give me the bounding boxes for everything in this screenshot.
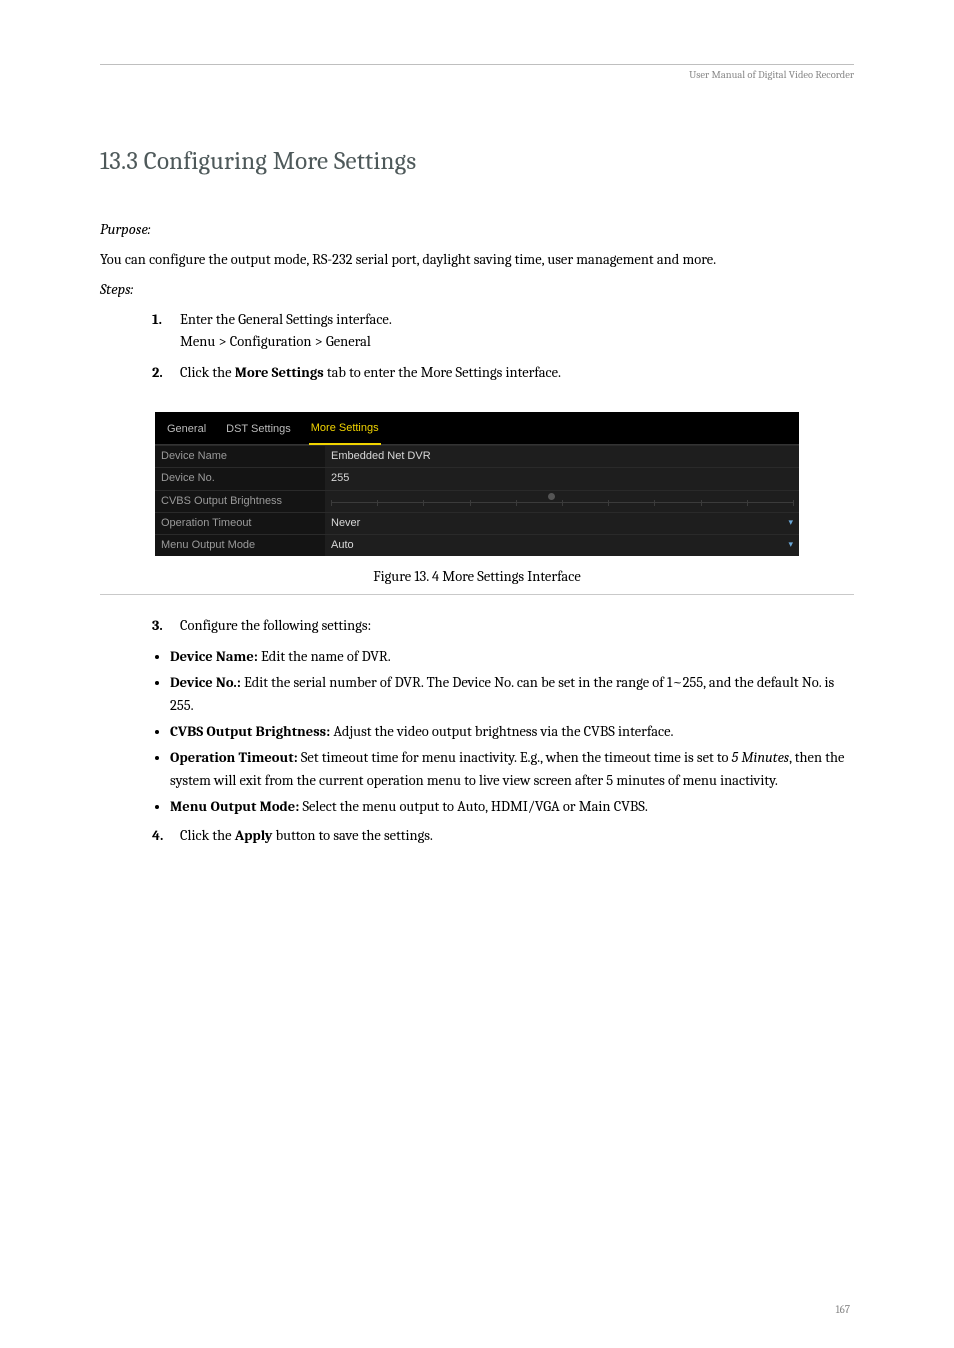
- step-2-num: 2.: [152, 362, 180, 384]
- bullet-label: Operation Timeout:: [170, 749, 298, 766]
- bullet-text: Set timeout time for menu inactivity. E.…: [298, 749, 732, 766]
- bullet-device-name: Device Name: Edit the name of DVR.: [170, 646, 854, 668]
- chevron-down-icon: ▾: [788, 516, 793, 530]
- bullet-menu-output-mode: Menu Output Mode: Select the menu output…: [170, 796, 854, 818]
- slider-tick: [377, 500, 378, 506]
- bullet-text: Adjust the video output brightness via t…: [330, 723, 673, 740]
- bullet-cvbs-brightness: CVBS Output Brightness: Adjust the video…: [170, 721, 854, 743]
- step-1-num: 1.: [152, 309, 180, 331]
- step-4-before: Click the: [180, 827, 235, 844]
- chevron-down-icon: ▾: [788, 538, 793, 552]
- purpose-label: Purpose:: [100, 218, 854, 241]
- step-4-bold: Apply: [235, 827, 273, 844]
- slider-tick: [701, 500, 702, 506]
- settings-table: Device Name Embedded Net DVR Device No. …: [155, 445, 799, 555]
- bullet-text: Select the menu output to Auto, HDMI/VGA…: [299, 798, 648, 815]
- row-operation-timeout: Operation Timeout Never ▾: [155, 512, 799, 534]
- row-device-no: Device No. 255: [155, 468, 799, 490]
- steps-label: Steps:: [100, 278, 854, 301]
- bullet-label: Menu Output Mode:: [170, 798, 299, 815]
- slider-tick: [608, 500, 609, 506]
- bullet-label: CVBS Output Brightness:: [170, 723, 330, 740]
- step-1: 1.Enter the General Settings interface. …: [152, 309, 854, 354]
- label-device-name: Device Name: [155, 446, 325, 468]
- header-rule: [100, 64, 854, 65]
- step-2: 2.Click the More Settings tab to enter t…: [152, 362, 854, 384]
- label-menu-output-mode: Menu Output Mode: [155, 534, 325, 556]
- step-4: 4.Click the Apply button to save the set…: [152, 825, 854, 847]
- value-device-name[interactable]: Embedded Net DVR: [325, 446, 799, 468]
- row-menu-output-mode: Menu Output Mode Auto ▾: [155, 534, 799, 556]
- step-3-num: 3.: [152, 615, 180, 637]
- bullet-text: Edit the name of DVR.: [258, 648, 391, 665]
- menu-output-mode-value: Auto: [331, 539, 354, 551]
- tab-dst-settings[interactable]: DST Settings: [224, 417, 293, 444]
- step-1-path: Menu > Configuration > General: [152, 331, 854, 353]
- value-device-no[interactable]: 255: [325, 468, 799, 490]
- figure-caption: Figure 13. 4 More Settings Interface: [100, 566, 854, 588]
- header-text: User Manual of Digital Video Recorder: [100, 67, 854, 83]
- bullet-label: Device Name:: [170, 648, 258, 665]
- slider-tick: [747, 500, 748, 506]
- section-number: 13.3: [100, 147, 138, 176]
- bullet-italic: 5 Minutes: [732, 749, 789, 766]
- step-4-after: button to save the settings.: [272, 827, 433, 844]
- slider-tick: [562, 500, 563, 506]
- step-1-text: Enter the General Settings interface.: [180, 311, 392, 328]
- slider-tick: [423, 500, 424, 506]
- row-cvbs-brightness: CVBS Output Brightness: [155, 490, 799, 512]
- slider-tick: [331, 500, 332, 506]
- menu-output-mode-dropdown[interactable]: Auto ▾: [325, 534, 799, 556]
- bullet-device-no: Device No.: Edit the serial number of DV…: [170, 672, 854, 717]
- more-settings-panel: General DST Settings More Settings Devic…: [155, 412, 799, 555]
- step-2-after: tab to enter the More Settings interface…: [324, 364, 561, 381]
- section-title-text: Configuring More Settings: [144, 147, 417, 176]
- settings-bullet-list: Device Name: Edit the name of DVR. Devic…: [100, 646, 854, 819]
- bullet-text: Edit the serial number of DVR. The Devic…: [170, 674, 834, 713]
- slider-tick: [654, 500, 655, 506]
- step-3: 3.Configure the following settings:: [152, 615, 854, 637]
- tab-bar: General DST Settings More Settings: [155, 412, 799, 445]
- tab-more-settings[interactable]: More Settings: [309, 416, 381, 445]
- step-4-num: 4.: [152, 825, 180, 847]
- step-3-text: Configure the following settings:: [180, 617, 371, 634]
- label-device-no: Device No.: [155, 468, 325, 490]
- slider-thumb[interactable]: [548, 493, 555, 500]
- brightness-slider-cell[interactable]: [325, 490, 799, 512]
- step-2-before: Click the: [180, 364, 235, 381]
- label-cvbs-brightness: CVBS Output Brightness: [155, 490, 325, 512]
- purpose-text: You can configure the output mode, RS-23…: [100, 249, 854, 271]
- bullet-label: Device No.:: [170, 674, 241, 691]
- tab-general[interactable]: General: [165, 417, 208, 444]
- figure-rule: [100, 594, 854, 595]
- label-operation-timeout: Operation Timeout: [155, 512, 325, 534]
- device-name-text: Embedded Net DVR: [331, 450, 431, 462]
- slider-tick: [793, 500, 794, 506]
- slider-tick: [516, 500, 517, 506]
- row-device-name: Device Name Embedded Net DVR: [155, 446, 799, 468]
- page-number: 167: [836, 1301, 850, 1318]
- section-title: 13.3 Configuring More Settings: [100, 143, 854, 182]
- slider-tick: [470, 500, 471, 506]
- bullet-operation-timeout: Operation Timeout: Set timeout time for …: [170, 747, 854, 792]
- device-no-text: 255: [331, 472, 349, 484]
- brightness-slider[interactable]: [331, 494, 793, 508]
- step-2-bold: More Settings: [235, 364, 324, 381]
- operation-timeout-value: Never: [331, 517, 360, 529]
- operation-timeout-dropdown[interactable]: Never ▾: [325, 512, 799, 534]
